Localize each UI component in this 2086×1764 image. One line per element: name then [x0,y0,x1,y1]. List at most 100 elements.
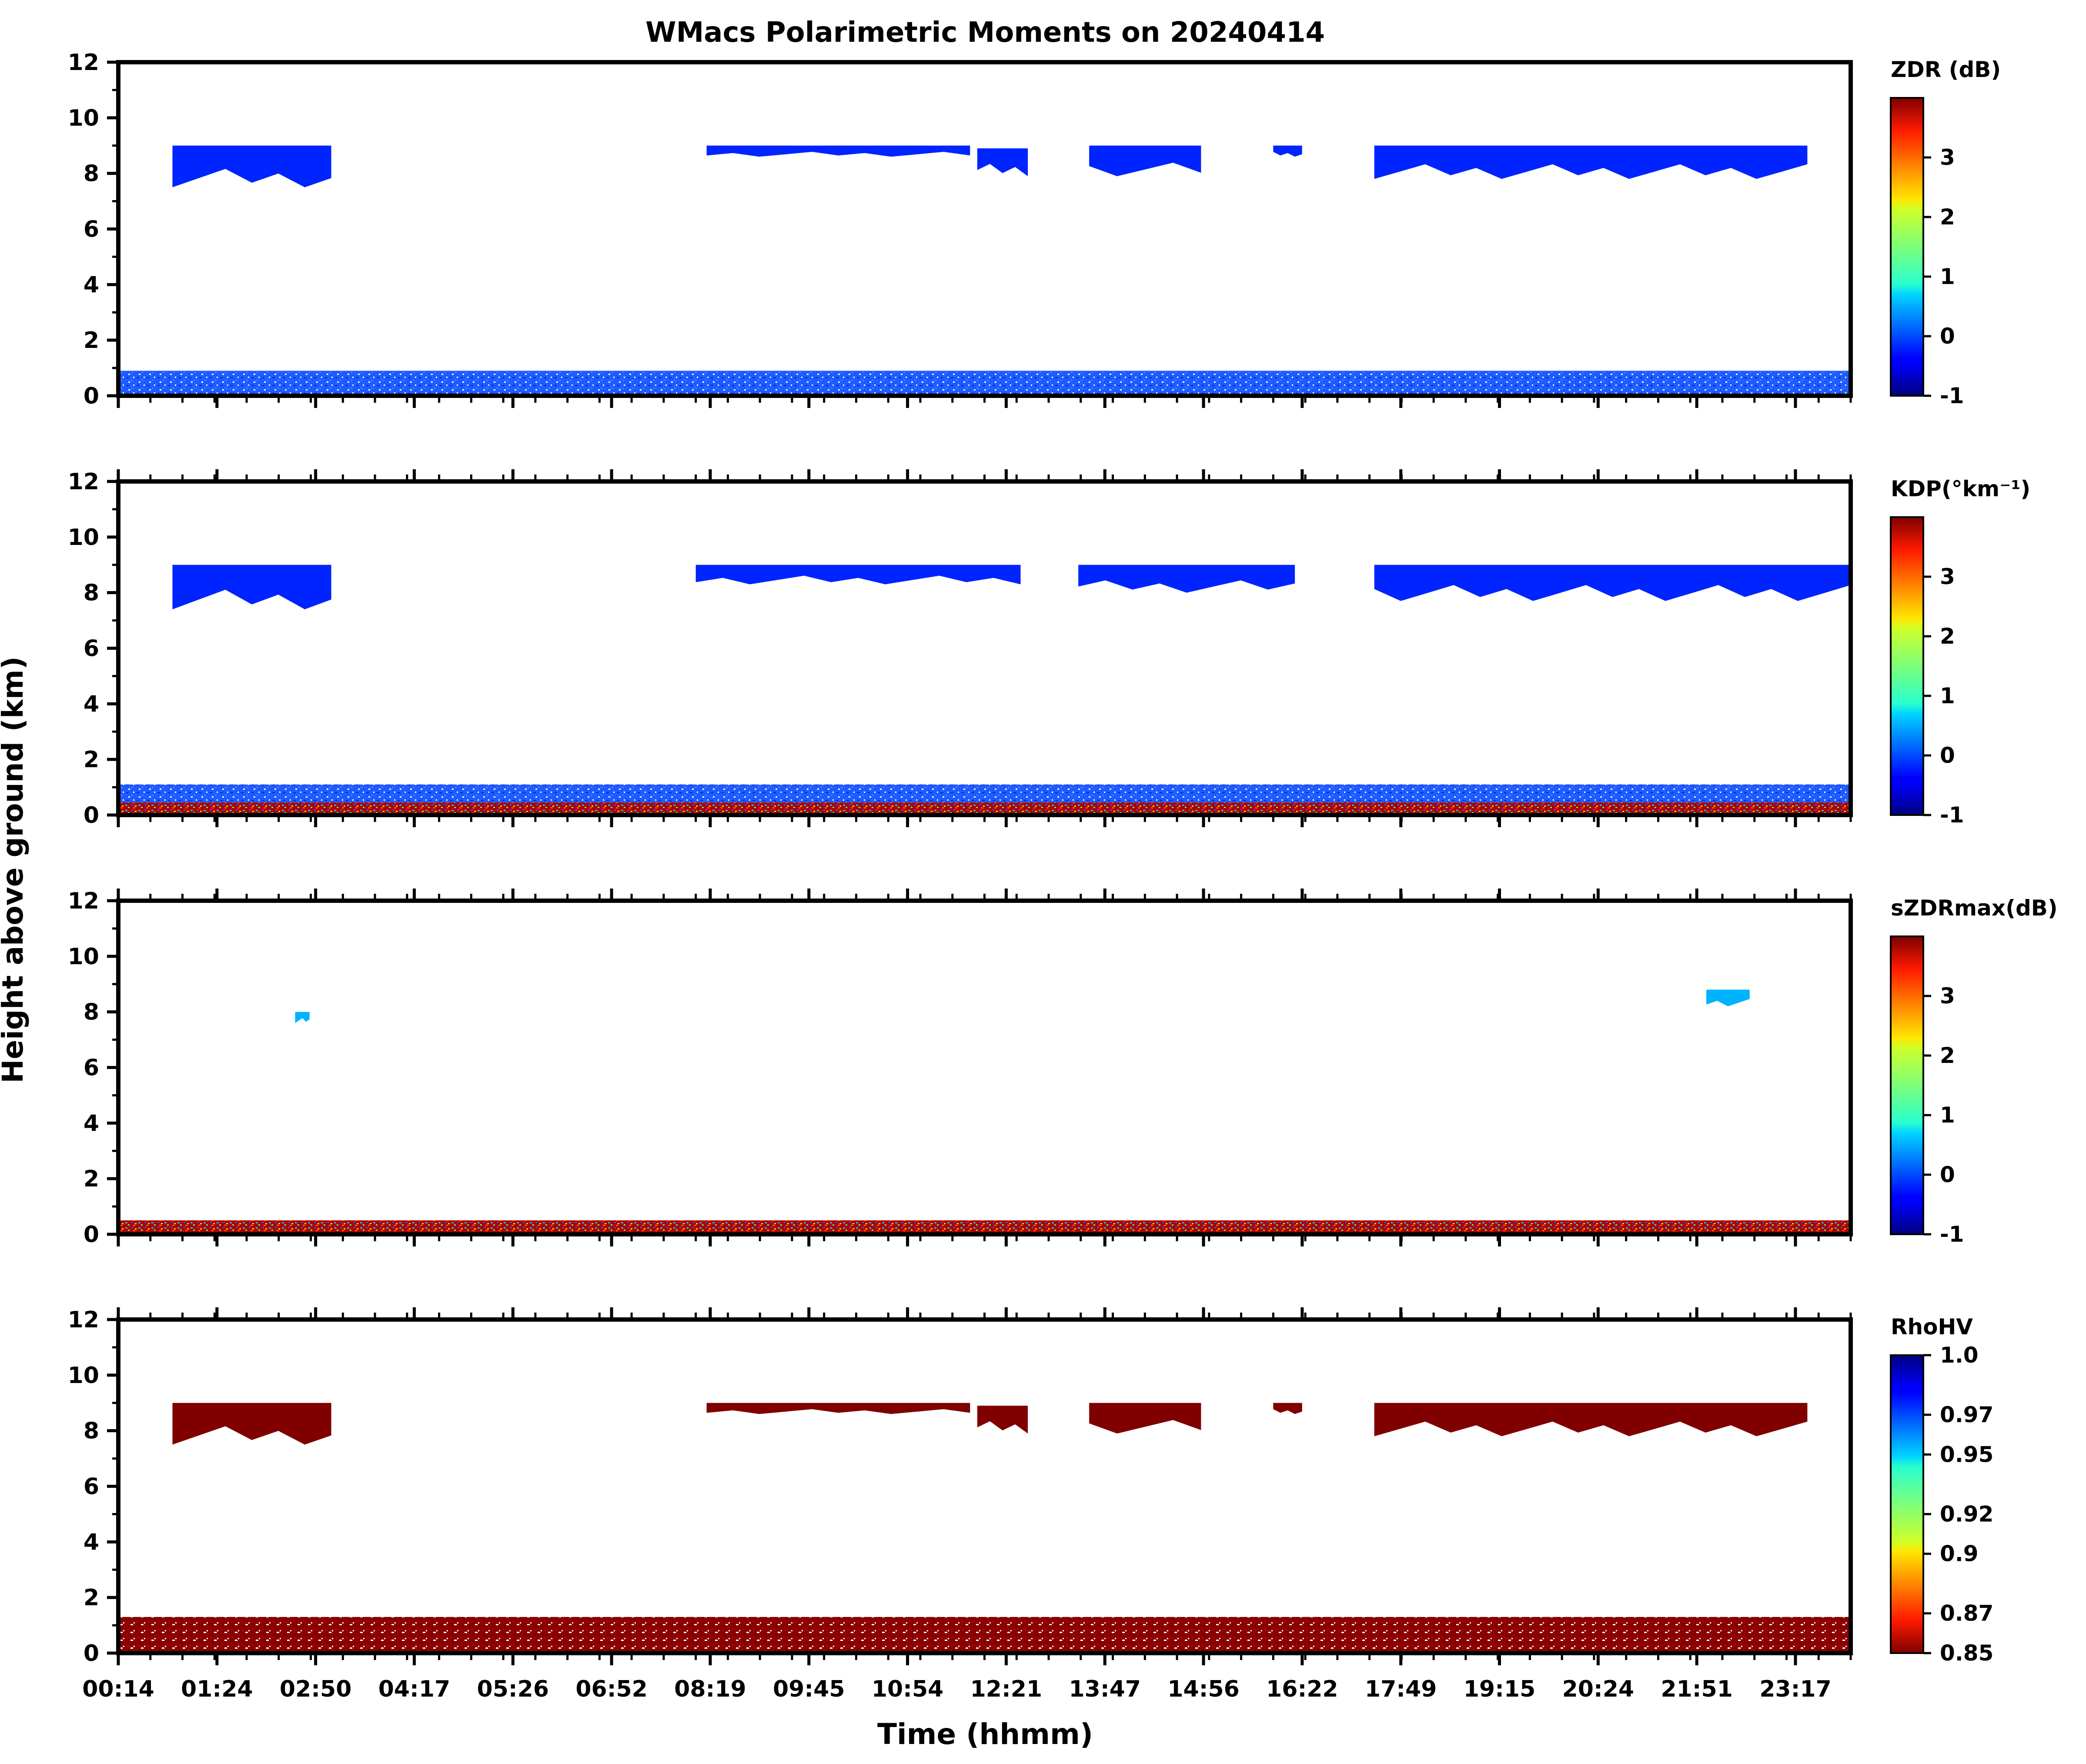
y-tick-label: 12 [68,50,99,76]
y-tick-label: 2 [84,327,99,354]
y-tick-label: 12 [68,888,99,914]
x-tick-label: 06:52 [575,1676,648,1702]
echo-region [977,148,1028,177]
colorbar-tick-label: 0 [1940,743,1955,768]
echo-region [1374,145,1808,179]
echo-region [1273,145,1302,157]
x-axis-label: Time (hhmm) [877,1717,1093,1751]
y-tick-label: 6 [84,636,99,662]
colorbar-tick-label: -1 [1940,383,1964,408]
x-tick-label: 13:47 [1069,1676,1141,1702]
colorbar-zdr [1890,97,1924,397]
colorbar-tick-label: 1 [1940,1102,1955,1128]
y-tick-label: 10 [68,105,99,131]
colorbar-rhohv [1890,1354,1924,1654]
y-tick-label: 8 [84,999,99,1026]
y-tick-label: 4 [84,1110,99,1136]
y-tick-label: 6 [84,1055,99,1081]
colorbar-szdrmax [1890,935,1924,1235]
colorbar-tick-label: 0.87 [1940,1601,1993,1626]
y-tick-label: 10 [68,1363,99,1389]
echo-region [1374,1403,1808,1437]
echo-region [1089,1403,1201,1434]
colorbar-tick-label: 0.97 [1940,1402,1993,1427]
x-tick-label: 19:15 [1464,1676,1536,1702]
x-tick-label: 10:54 [872,1676,944,1702]
colorbar-tick-label: 0.95 [1940,1442,1993,1467]
colorbar-kdp [1890,516,1924,816]
y-axis-label: Height above ground (km) [0,656,30,1083]
y-tick-label: 10 [68,944,99,970]
plot-area-rhohv [118,1320,1851,1653]
colorbar-tick-label: 2 [1940,1043,1955,1068]
echo-region [706,145,970,157]
echo-region [295,1012,310,1023]
echo-region [1273,1403,1302,1414]
y-tick-label: 0 [84,1222,99,1248]
plot-area-kdp [118,481,1851,815]
echo-region [1706,989,1750,1006]
y-tick-label: 0 [84,802,99,829]
echo-region [118,371,1851,396]
echo-region [1374,565,1851,601]
echo-region [172,565,331,609]
panel-rhohv: 0 2 4 6 8 10 12 RhoHV 1.0 0.97 0.95 0.92 0.9 0.87 0.85 [68,1307,1994,1667]
echo-region [1089,145,1201,177]
x-tick-label: 04:17 [378,1676,451,1702]
y-tick-label: 0 [84,383,99,409]
echo-region [172,145,331,187]
plot-area-szdrmax [118,901,1851,1234]
colorbar-tick-label: 1 [1940,264,1955,289]
x-tick-label: 02:50 [280,1676,352,1702]
y-tick-label: 2 [84,747,99,773]
echo-region [706,1403,970,1414]
x-tick-label: 21:51 [1661,1676,1733,1702]
y-tick-label: 4 [84,691,99,717]
colorbar-tick-label: -1 [1940,802,1964,828]
echo-region [695,565,1021,585]
echo-region [118,1220,1851,1234]
y-tick-label: 4 [84,1529,99,1555]
colorbar-tick-label: 3 [1940,564,1955,589]
x-tick-label: 00:14 [82,1676,154,1702]
y-tick-label: 8 [84,1418,99,1444]
x-tick-label: 08:19 [674,1676,746,1702]
y-tick-label: 0 [84,1640,99,1667]
y-tick-label: 8 [84,580,99,606]
colorbar-tick-label: 0.92 [1940,1501,1993,1527]
colorbar-tick-label: 2 [1940,204,1955,230]
x-tick-label: 09:45 [773,1676,845,1702]
colorbar-tick-label: 0.85 [1940,1640,1993,1666]
colorbar-tick-label: 3 [1940,145,1955,170]
colorbar-tick-label: 0 [1940,324,1955,349]
y-tick-label: 6 [84,1474,99,1500]
echo-region [977,1406,1028,1434]
y-tick-label: 2 [84,1585,99,1611]
figure-title: WMacs Polarimetric Moments on 20240414 [645,17,1325,49]
colorbar-tick-label: 2 [1940,624,1955,649]
x-tick-label: 01:24 [181,1676,253,1702]
x-tick-label: 05:26 [477,1676,549,1702]
y-tick-label: 12 [68,1307,99,1333]
echo-region [118,1617,1851,1653]
colorbar-tick-label: 1 [1940,683,1955,708]
colorbar-tick-label: 1.0 [1940,1343,1979,1368]
x-tick-label: 17:49 [1365,1676,1437,1702]
y-tick-label: 10 [68,525,99,551]
y-tick-label: 12 [68,469,99,495]
y-tick-label: 6 [84,217,99,243]
plot-area-zdr [118,62,1851,396]
y-tick-label: 8 [84,161,99,187]
y-tick-label: 4 [84,272,99,298]
y-tick-label: 2 [84,1166,99,1192]
colorbar-label: KDP(°km⁻¹) [1891,476,2030,501]
colorbar-tick-label: 0.9 [1940,1541,1979,1567]
echo-region [172,1403,331,1445]
x-tick-label: 14:56 [1167,1676,1240,1702]
colorbar-tick-label: 3 [1940,983,1955,1009]
x-tick-label: 12:21 [970,1676,1043,1702]
